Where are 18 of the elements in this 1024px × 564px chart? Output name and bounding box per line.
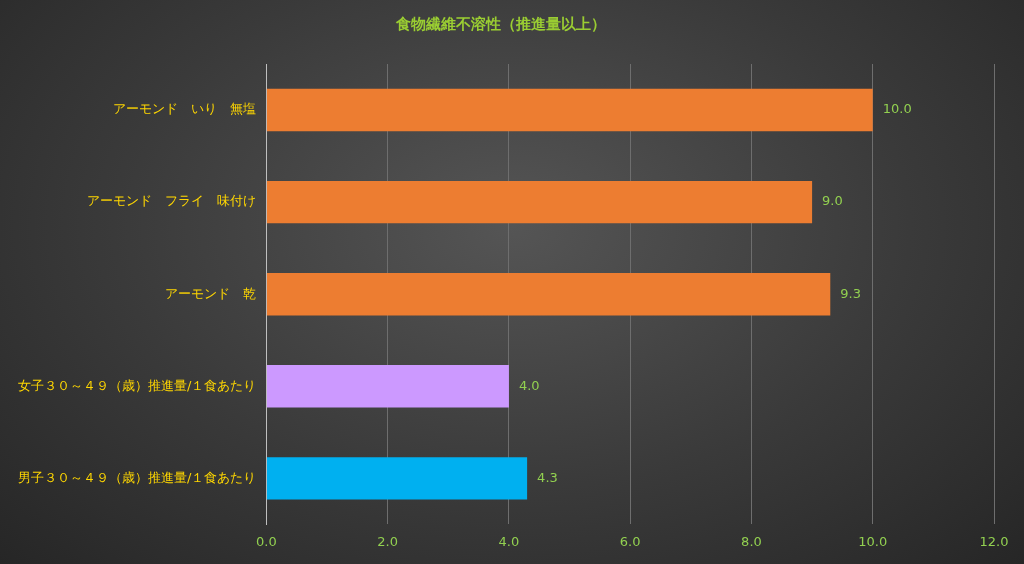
data-label: 4.0 [518, 377, 540, 393]
x-tick-label: 6.0 [619, 533, 641, 549]
y-tick-label: アーモンド 乾 [165, 285, 257, 301]
data-label: 10.0 [882, 101, 912, 117]
x-tick-label: 8.0 [741, 533, 762, 549]
data-label: 9.0 [822, 193, 843, 209]
x-tick-label: 12.0 [979, 533, 1009, 549]
y-tick-label: 女子３０～４９（歳）推進量/１食あたり [17, 377, 257, 393]
y-tick-label: アーモンド フライ 味付け [87, 193, 257, 209]
chart-title: 食物繊維不溶性（推進量以上） [395, 14, 606, 33]
x-tick-label: 10.0 [858, 533, 888, 549]
y-tick-label: アーモンド いり 無塩 [113, 101, 257, 117]
data-label: 9.3 [840, 285, 861, 301]
x-tick-label: 4.0 [498, 533, 520, 549]
y-tick-label: 男子３０～４９（歳）推進量/１食あたり [17, 469, 257, 485]
x-tick-label: 0.0 [256, 533, 277, 549]
data-label: 4.3 [537, 469, 558, 485]
x-tick-label: 2.0 [377, 533, 398, 549]
